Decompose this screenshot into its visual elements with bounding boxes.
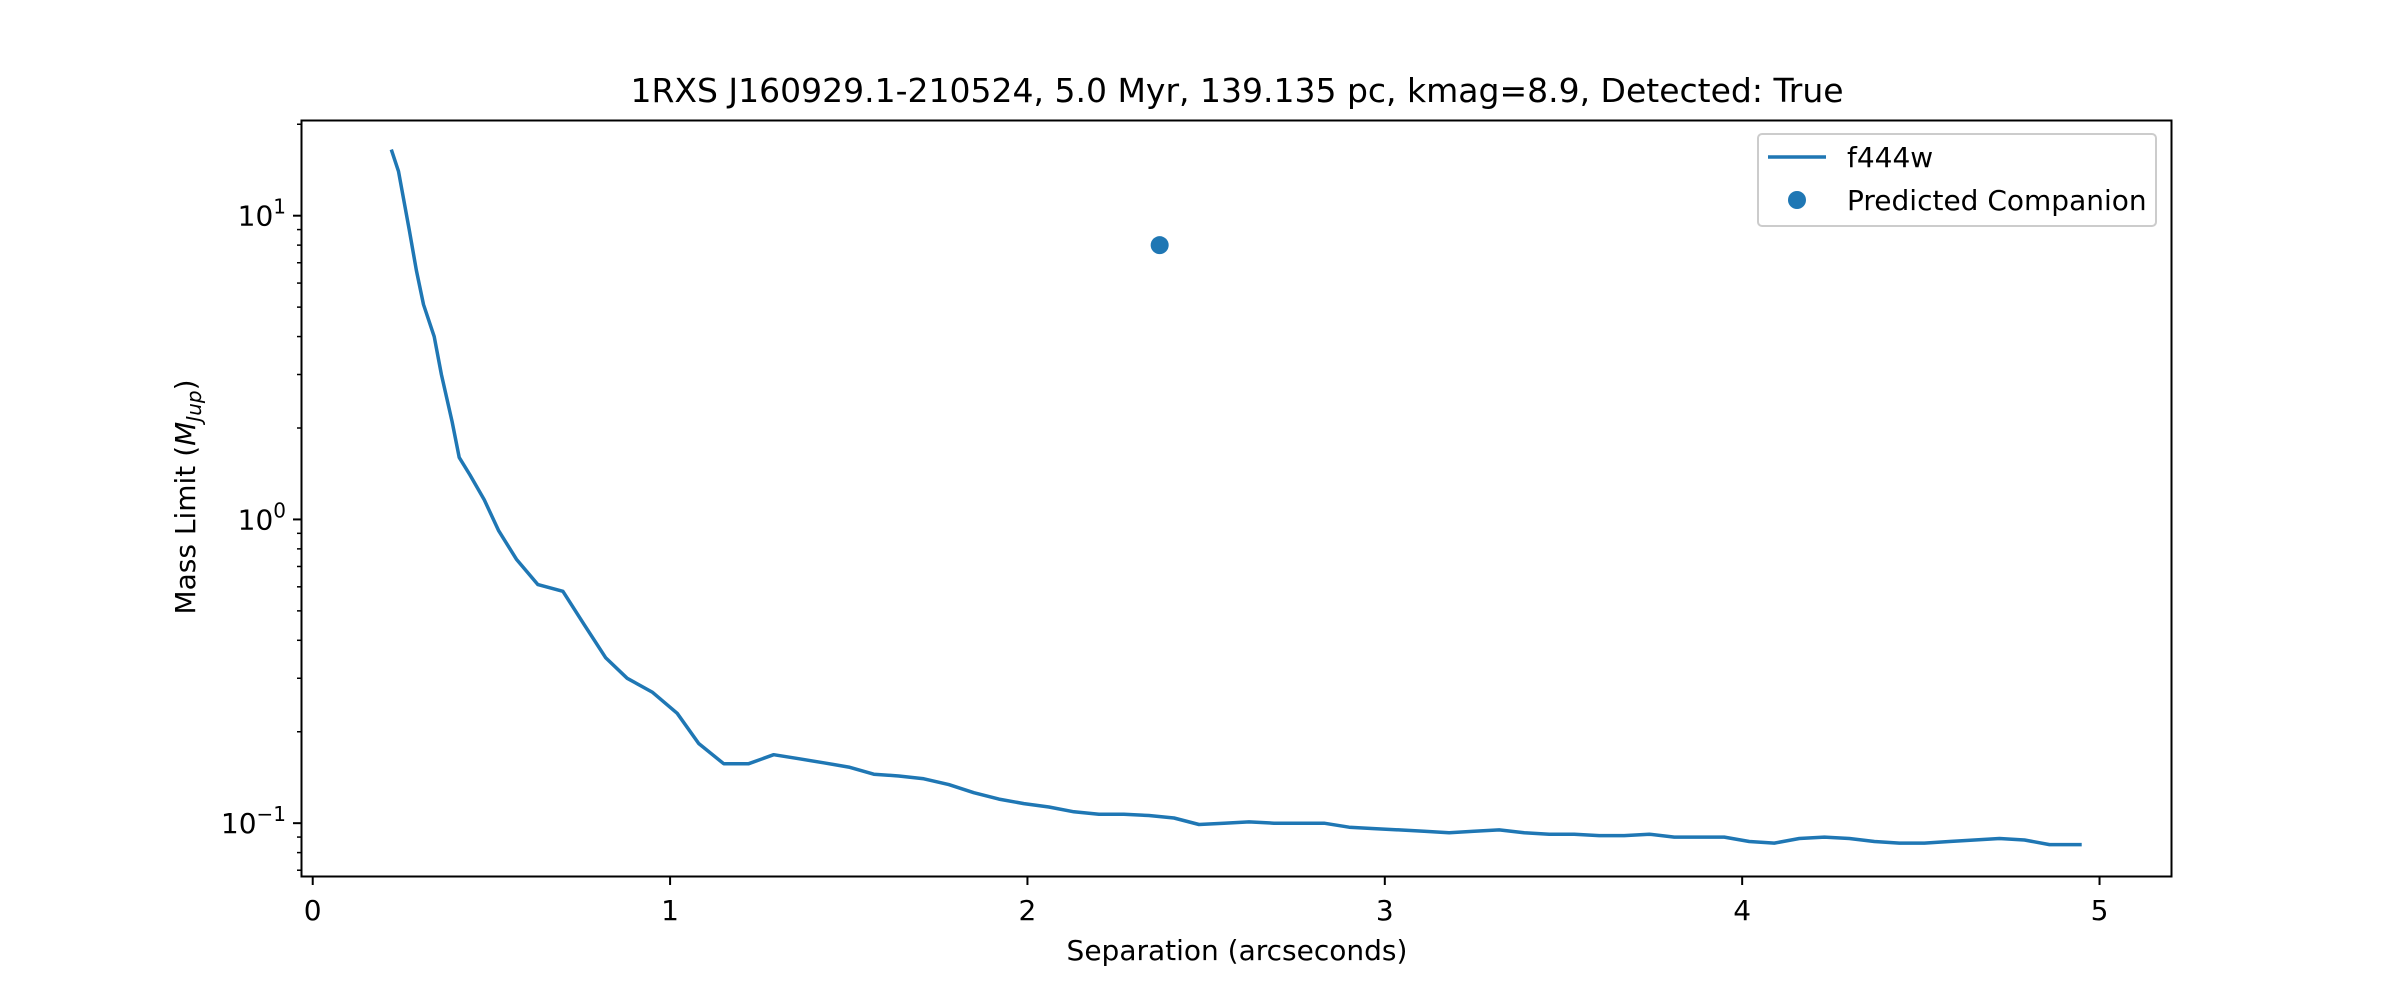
- legend-frame: [1757, 133, 2157, 227]
- predicted-companion-point: [1150, 236, 1169, 255]
- x-tick-label: 5: [2091, 894, 2109, 927]
- chart-title: 1RXS J160929.1-210524, 5.0 Myr, 139.135 …: [630, 71, 1843, 110]
- y-axis-label-symbol: M: [169, 422, 202, 446]
- y-tick-label: 10−1: [221, 802, 286, 840]
- x-tick-label: 4: [1733, 894, 1751, 927]
- x-tick-label: 3: [1376, 894, 1394, 927]
- plot-area: [389, 149, 2082, 847]
- y-axis-label: Mass Limit (MJup): [169, 379, 206, 614]
- x-tick-label: 1: [661, 894, 679, 927]
- legend: f444w Predicted Companion: [1757, 133, 2157, 227]
- y-axis-label-text: Mass Limit (: [169, 446, 202, 615]
- x-tick-label: 2: [1019, 894, 1037, 927]
- y-axis-label-subscript: Jup: [182, 390, 206, 425]
- y-tick-label: 100: [238, 498, 286, 536]
- x-axis-label: Separation (arcseconds): [1067, 934, 1408, 967]
- y-tick-label: 101: [238, 195, 286, 233]
- legend-label-predicted-companion: Predicted Companion: [1847, 184, 2147, 217]
- y-axis-ticks: 10−1 100 101: [221, 123, 302, 871]
- x-tick-label: 0: [304, 894, 322, 927]
- legend-label-f444w: f444w: [1847, 141, 1933, 174]
- y-axis-label-suffix: ): [169, 379, 202, 390]
- legend-dot-swatch: [1788, 191, 1806, 209]
- plot-frame: [300, 119, 2173, 878]
- series-line-f444w: [389, 149, 2082, 847]
- x-axis-ticks: 0 1 2 3 4 5: [304, 876, 2109, 927]
